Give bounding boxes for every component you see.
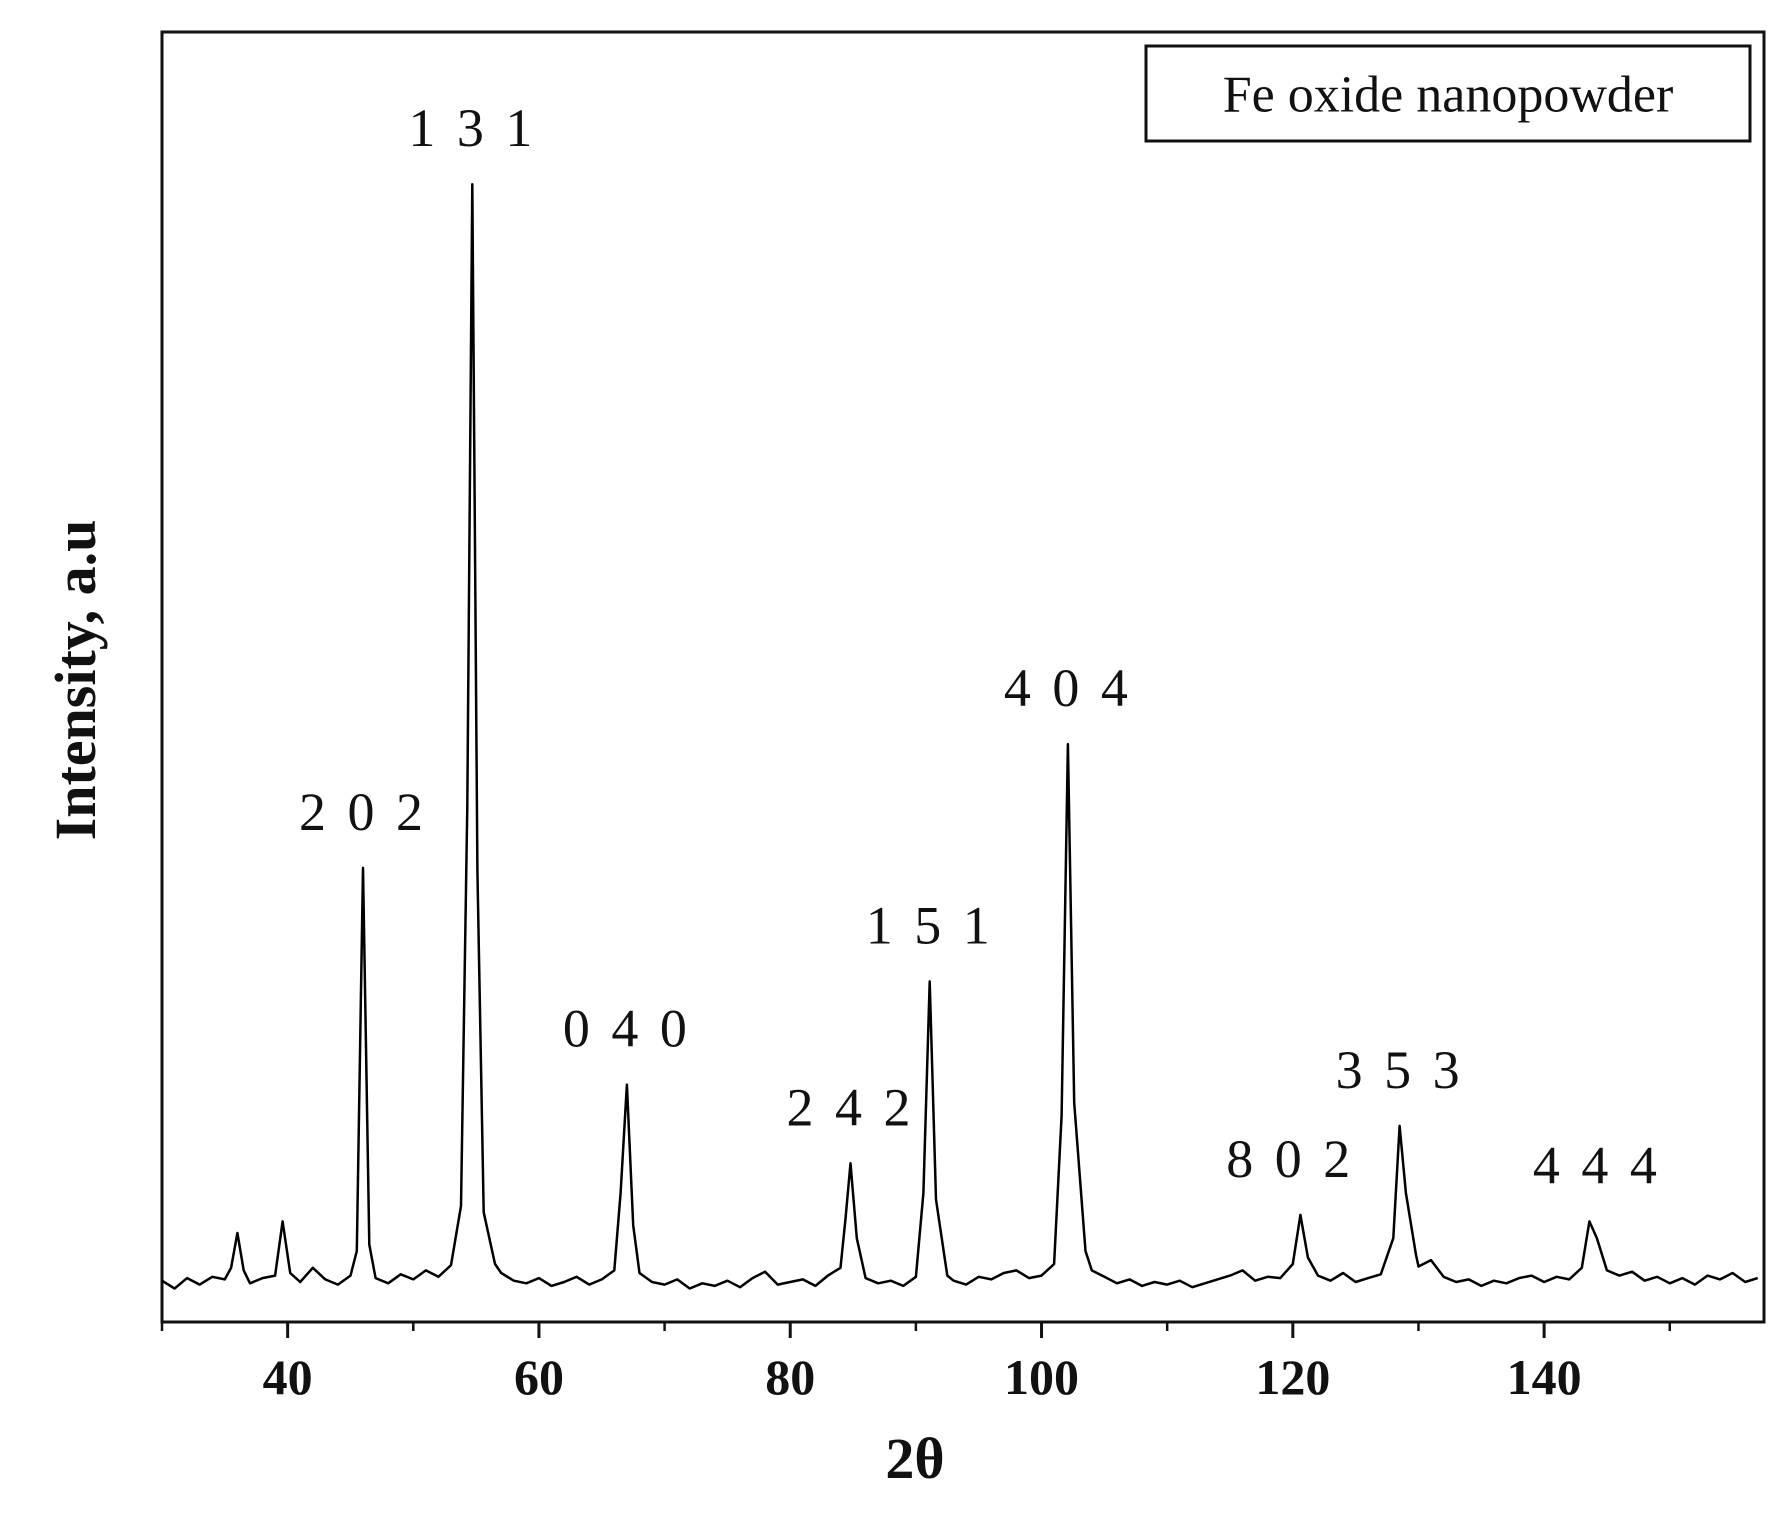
x-tick-label: 80 [765, 1349, 815, 1405]
x-tick-label: 60 [514, 1349, 564, 1405]
plot-frame [160, 30, 1766, 1324]
y-axis-title: Intensity, a.u [43, 520, 108, 841]
peak-label: 2 4 2 [787, 1077, 915, 1137]
x-tick-label: 100 [1004, 1349, 1079, 1405]
peak-label: 3 5 3 [1336, 1040, 1464, 1100]
data-line [161, 182, 1759, 1290]
x-tick-label: 120 [1255, 1349, 1330, 1405]
x-tick-label: 40 [263, 1349, 313, 1405]
x-axis-title: 2θ [885, 1426, 944, 1491]
peak-label: 8 0 2 [1226, 1129, 1354, 1189]
peak-label: 4 4 4 [1533, 1135, 1661, 1195]
x-tick-label: 140 [1507, 1349, 1582, 1405]
peak-label: 2 0 2 [299, 782, 427, 842]
legend-box [1144, 44, 1752, 143]
peak-label: 1 3 1 [408, 98, 536, 158]
legend-label: Fe oxide nanopowder [1223, 67, 1674, 124]
peak-label: 0 4 0 [563, 999, 691, 1059]
peak-label: 1 5 1 [866, 895, 994, 955]
peak-label: 4 0 4 [1004, 658, 1132, 718]
